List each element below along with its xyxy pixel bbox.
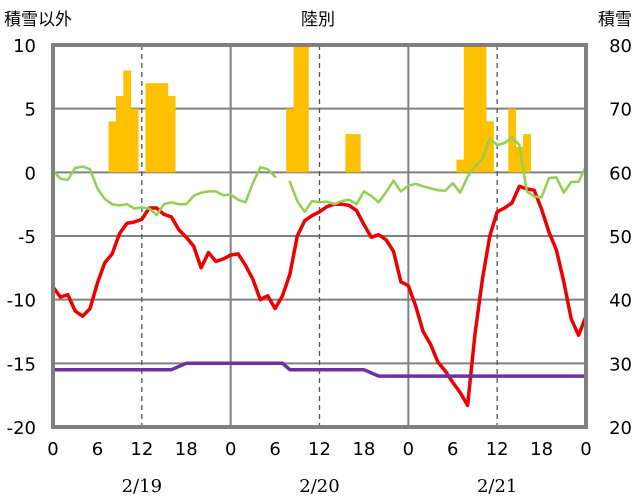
x-tick-label: 12 [308,439,331,460]
series-lines [51,136,588,408]
green-series-line [288,136,588,214]
x-tick-label: 6 [447,439,458,460]
right-tick-label: 40 [609,291,632,312]
right-tick-label: 70 [609,100,632,121]
left-tick-label: 5 [25,100,36,121]
x-tick-label: 12 [486,439,509,460]
snow-bar [523,134,531,173]
plot-frame [51,43,588,429]
axis-labels: 積雪以外 陸別 積雪 [4,10,632,30]
left-tick-label: -15 [7,354,36,375]
x-tick-label: 0 [47,439,58,460]
x-tick-label: 0 [225,439,236,460]
right-tick-label: 80 [609,36,632,57]
left-tick-label: -20 [7,418,36,439]
right-tick-label: 30 [609,354,632,375]
snow-bar [160,83,169,173]
snow-bar [286,108,294,173]
x-tick-label: 18 [530,439,553,460]
snow-bar [345,134,354,173]
snow-bar [130,108,139,173]
right-tick-label: 60 [609,163,632,184]
snow-bar [508,108,517,173]
date-label: 2/20 [299,476,339,497]
snow-bar [115,95,124,173]
left-tick-label: 10 [13,36,36,57]
right-tick-label: 50 [609,227,632,248]
left-axis-title: 積雪以外 [4,10,72,30]
x-tick-label: 18 [352,439,375,460]
left-tick-label: -10 [7,291,36,312]
x-tick-label: 12 [130,439,153,460]
snow-bar [463,45,472,173]
right-axis-title: 積雪 [598,10,632,30]
green-series-line [51,165,277,217]
date-label: 2/21 [477,476,517,497]
snow-bar [293,45,302,173]
snow-bar [456,159,465,173]
grid-layer [53,45,586,427]
right-tick-label: 20 [609,418,632,439]
x-tick-label: 0 [580,439,591,460]
snow-bar [352,134,361,173]
red-series-line [51,184,588,408]
x-tick-label: 18 [175,439,198,460]
left-tick-label: 0 [25,163,36,184]
date-label: 2/19 [122,476,162,497]
x-tick-label: 0 [403,439,414,460]
snow-bar [300,45,309,173]
snow-bar [486,121,494,173]
snow-bar [478,45,487,173]
left-tick-label: -5 [18,227,36,248]
chart-title: 陸別 [301,10,335,30]
snowfall-bars [108,45,531,173]
snow-bar [145,83,154,173]
x-tick-label: 6 [269,439,280,460]
purple-series-line [51,361,588,378]
x-tick-label: 6 [92,439,103,460]
snow-bar [152,83,161,173]
snow-bar [123,70,132,173]
snow-bar [515,146,524,173]
snow-bar [471,45,480,173]
snow-bar [108,121,117,173]
snow-bar [167,95,176,173]
